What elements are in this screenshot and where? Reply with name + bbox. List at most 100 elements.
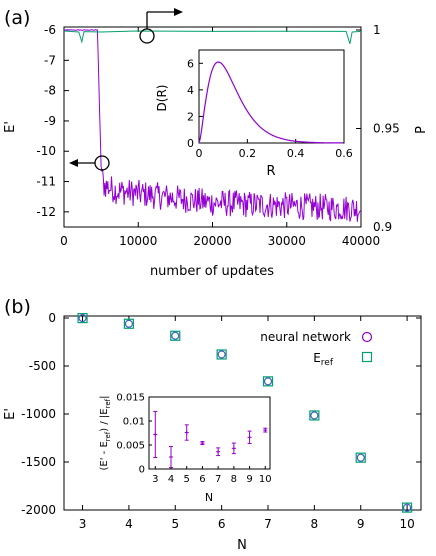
- neural-network-marker: [78, 313, 87, 323]
- inset-x-tick-label: 7: [215, 474, 221, 485]
- x-tick-label: 30000: [268, 234, 306, 248]
- x-tick-label: 40000: [342, 234, 380, 248]
- eref-marker: [309, 410, 320, 421]
- eref-marker: [123, 318, 135, 329]
- legend-marker-circle: [361, 331, 373, 343]
- panel-b-y-axis-label: E': [3, 408, 18, 420]
- eref-marker: [355, 452, 366, 463]
- eref-marker: [216, 349, 227, 360]
- neural-network-marker: [310, 411, 319, 420]
- panel-b-inset-x-ticks: 3 4 5 6 7 8 9 10: [152, 466, 272, 485]
- neural-network-marker: [217, 350, 226, 359]
- panel-a-inset-y-axis-label: D(R): [155, 85, 169, 112]
- y-tick-label: -12: [36, 205, 56, 219]
- inset-x-tick-label: 0.4: [287, 147, 305, 160]
- panel-b-plot-frame: [63, 315, 422, 511]
- x-tick-label: 5: [171, 517, 179, 531]
- inset-x-tick-label: 10: [259, 474, 272, 485]
- y-tick-label: 0.95: [373, 122, 400, 136]
- panel-a-inset-x-ticks: 0 0.2 0.4 0.6: [196, 139, 353, 160]
- neural-network-marker: [124, 319, 134, 328]
- y-tick-label: -6: [44, 23, 56, 37]
- panel-b-x-axis-label: N: [237, 538, 247, 553]
- panel-b-inset-frame: [148, 396, 271, 470]
- panel-a-x-axis-label: number of updates: [150, 264, 274, 279]
- x-tick-label: 10000: [119, 234, 157, 248]
- arrow-left-icon: [69, 159, 78, 167]
- x-tick-label: 8: [311, 517, 319, 531]
- x-tick-label: 7: [264, 517, 272, 531]
- legend-label-neural-network: neural network: [260, 330, 351, 344]
- inset-y-tick-label: 4: [187, 84, 194, 97]
- panel-b-legend: neural network Eref: [260, 330, 373, 368]
- panel-b: (b) 3 4 5 6 7 8 9 10 0-500-1000-1500-2000 N E' …: [3, 296, 422, 553]
- inset-y-tick-label: 0.005: [116, 441, 145, 452]
- inset-x-tick-label: 9: [246, 474, 252, 485]
- inset-y-tick-label: 6: [187, 57, 194, 70]
- panel-a-left-y-ticks: -6 -7 -8 -9 -10 -11 -12: [36, 23, 69, 219]
- x-tick-label: 4: [125, 517, 133, 531]
- arrow-right-icon: [174, 8, 183, 16]
- inset-x-tick-label: 5: [184, 474, 190, 485]
- inset-y-tick-label: 0: [187, 137, 194, 150]
- panel-b-inset-errorbars: [153, 410, 268, 469]
- panel-a: (a) 0 10000 20000 30000 40000 -6 -7 -8 -9 -10 -11…: [3, 7, 429, 279]
- series-probability-line: [63, 30, 362, 44]
- inset-y-tick-label: 0: [139, 465, 145, 476]
- inset-y-tick-label: 2: [187, 110, 194, 123]
- y-tick-label: -11: [36, 175, 56, 189]
- y-tick-label: 0.9: [373, 220, 392, 234]
- panel-b-inset: 3 4 5 6 7 8 9 10 0 0.005 0.01 0.015 N (E' - Eref) …: [99, 393, 272, 505]
- y-tick-label: -500: [29, 359, 56, 373]
- legend-marker-square: [361, 351, 373, 363]
- inset-distribution-curve: [198, 61, 343, 144]
- panel-a-right-y-ticks: 1 0.95 0.9: [356, 23, 400, 234]
- x-tick-label: 10: [399, 517, 414, 531]
- panel-b-inset-y-axis-label: (E' - Eref) / |Eref|: [99, 396, 112, 471]
- inset-x-tick-label: 4: [168, 474, 174, 485]
- panel-a-label: (a): [4, 7, 30, 29]
- series-energy-line: [63, 29, 362, 222]
- y-tick-label: -7: [44, 53, 56, 67]
- neural-network-marker: [356, 453, 365, 462]
- neural-network-marker: [402, 503, 412, 512]
- eref-marker: [170, 330, 181, 341]
- inset-x-tick-label: 0.6: [335, 147, 353, 160]
- inset-x-tick-label: 3: [152, 474, 158, 485]
- legend-label-eref: Eref: [313, 351, 334, 368]
- panel-b-y-ticks: 0 -500 -1000 -1500 -2000: [21, 311, 421, 517]
- panel-b-x-ticks: 3 4 5 6 7 8 9 10: [79, 316, 415, 531]
- eref-marker: [77, 312, 88, 324]
- inset-x-tick-label: 6: [199, 474, 205, 485]
- panel-a-inset-x-axis-label: R: [266, 164, 275, 179]
- inset-y-tick-label: 0.01: [123, 417, 145, 428]
- panel-b-label: (b): [4, 296, 31, 318]
- panel-a-inset-y-ticks: 0 2 4 6: [187, 57, 203, 150]
- inset-y-tick-label: 0.015: [116, 393, 145, 404]
- y-tick-label: 1: [373, 23, 381, 37]
- y-tick-label: -8: [44, 84, 56, 98]
- neural-network-marker: [171, 331, 180, 340]
- x-tick-label: 9: [357, 517, 365, 531]
- left-axis-indicator-circle: [94, 155, 110, 171]
- inset-x-tick-label: 0: [196, 147, 203, 160]
- y-tick-label: 0: [48, 311, 56, 325]
- x-tick-label: 20000: [193, 234, 231, 248]
- y-tick-label: -9: [44, 114, 56, 128]
- panel-b-inset-x-axis-label: N: [205, 491, 213, 504]
- x-tick-label: 0: [60, 234, 68, 248]
- eref-marker: [262, 376, 274, 387]
- y-tick-label: -1000: [21, 407, 56, 421]
- panel-a-x-ticks: 0 10000 20000 30000 40000: [60, 27, 380, 248]
- y-tick-label: -1500: [21, 455, 56, 469]
- panel-a-inset-frame: [198, 49, 345, 144]
- left-axis-indicator: [69, 155, 110, 171]
- panel-b-markers: [77, 312, 413, 513]
- x-tick-label: 6: [218, 517, 226, 531]
- neural-network-marker: [263, 377, 273, 386]
- inset-x-tick-label: 0.2: [239, 147, 257, 160]
- y-tick-label: -2000: [21, 503, 56, 517]
- right-axis-indicator: [139, 8, 183, 44]
- panel-b-inset-y-ticks: 0 0.005 0.01 0.015: [116, 393, 152, 476]
- panel-a-inset: 0 0.2 0.4 0.6 0 2 4 6 R D(R): [155, 49, 353, 179]
